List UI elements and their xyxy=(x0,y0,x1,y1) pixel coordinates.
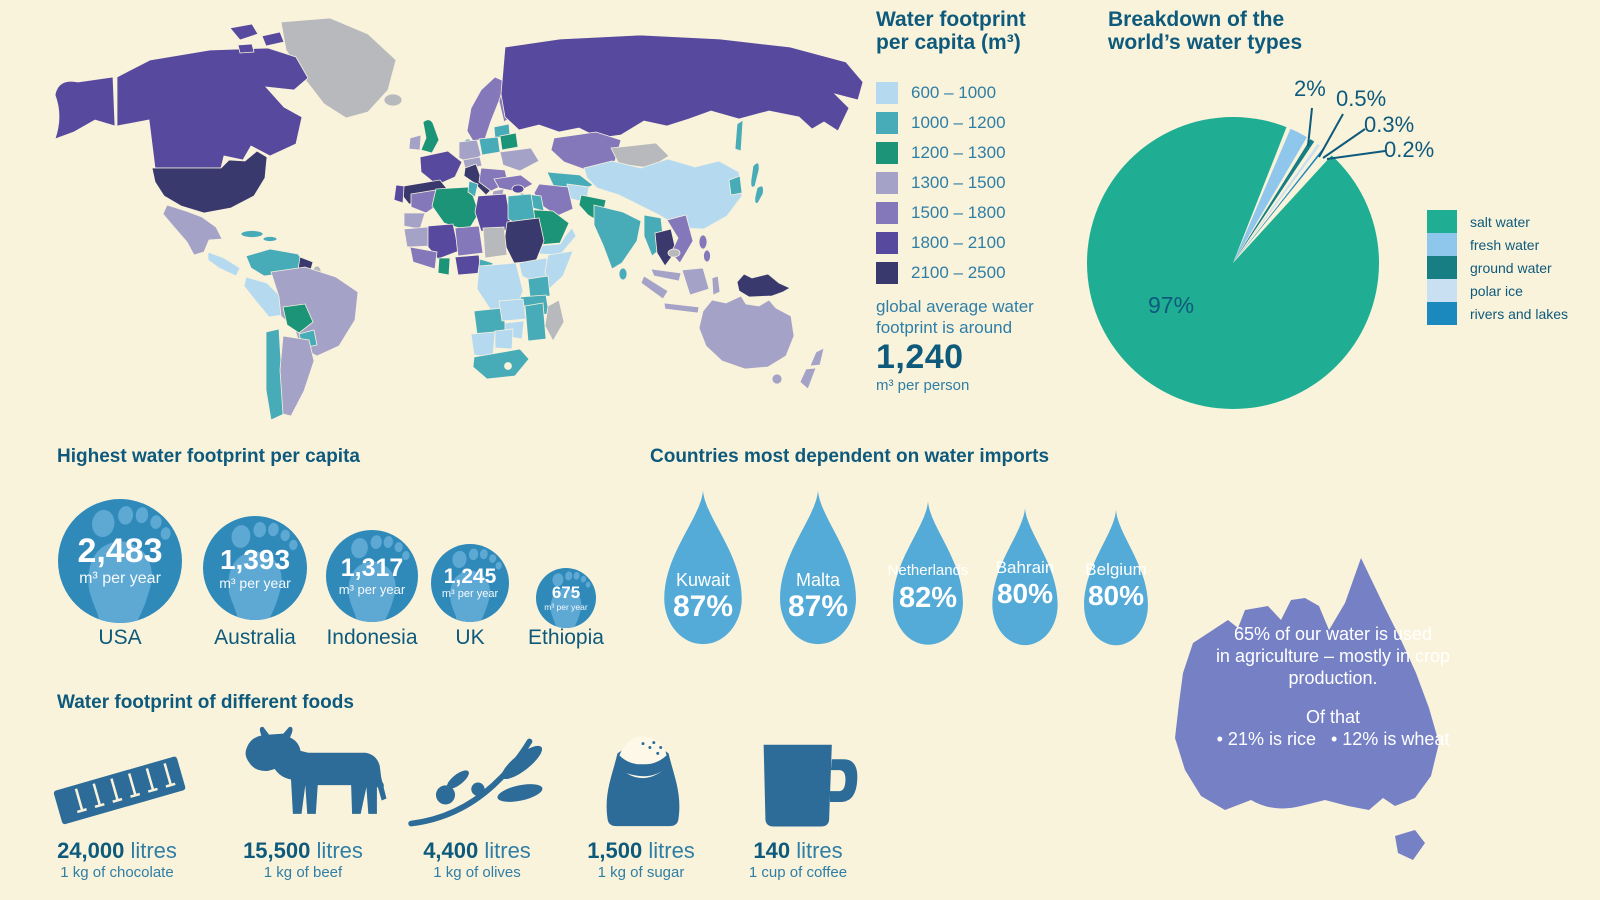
drop-kuwait: Kuwait 87% xyxy=(652,487,754,653)
map-legend-title: Water footprint per capita (m³) xyxy=(876,8,1026,55)
legend-item: 1800 – 2100 xyxy=(876,232,1096,255)
pie-callout-polar: 0.3% xyxy=(1364,112,1415,137)
food-value: 15,500 litres xyxy=(243,838,363,863)
legend-item: 2100 – 2500 xyxy=(876,262,1096,285)
footprint-country: Indonesia xyxy=(326,626,418,649)
pie-legend-swatch xyxy=(1427,233,1457,256)
pie-callout-fresh: 2% xyxy=(1294,76,1326,101)
map-legend-items: 600 – 1000 1000 – 1200 1200 – 1300 1300 … xyxy=(876,82,1096,285)
food-value: 140 litres xyxy=(753,838,843,863)
drop-belgium: Belgium 80% xyxy=(1074,507,1158,653)
sugar-sack-icon xyxy=(606,736,680,827)
footprint-country: Ethiopia xyxy=(528,626,604,649)
pie-callout-rivers: 0.2% xyxy=(1384,137,1435,162)
food-value: 4,400 litres xyxy=(423,838,531,863)
footprint-icon xyxy=(88,506,171,623)
pie-legend: salt water fresh water ground water pola… xyxy=(1427,210,1568,325)
legend-item: 1500 – 1800 xyxy=(876,202,1096,225)
tasmania-shape xyxy=(1395,830,1425,860)
footprint-circle-uk: 1,245 m³ per year xyxy=(431,544,509,622)
callout-line-03pct xyxy=(1322,128,1366,159)
world-choropleth-map xyxy=(54,17,864,421)
pie-label-97: 97% xyxy=(1148,292,1195,318)
pie-legend-item: ground water xyxy=(1427,256,1568,279)
pie-legend-swatch xyxy=(1427,210,1457,233)
footprint-circle-indonesia: 1,317 m³ per year xyxy=(326,530,418,622)
callout-line-2pct xyxy=(1307,107,1313,147)
water-types-pie-chart xyxy=(1087,107,1386,409)
global-average-note: global average water footprint is around xyxy=(876,297,1034,338)
pie-title: Breakdown of the world’s water types xyxy=(1108,8,1303,55)
footprint-icon xyxy=(450,548,502,622)
legend-item: 600 – 1000 xyxy=(876,82,1096,105)
footprint-country: UK xyxy=(455,626,485,649)
pie-legend-item: fresh water xyxy=(1427,233,1568,256)
water-drop-icon xyxy=(664,490,742,645)
callout-line-02pct xyxy=(1326,150,1386,160)
footprint-circle-ethiopia: 675 m³ per year xyxy=(536,568,596,628)
legend-swatch xyxy=(876,142,898,165)
drop-malta: Malta 87% xyxy=(768,487,868,653)
water-drop-icon xyxy=(1084,509,1148,646)
pie-legend-item: polar ice xyxy=(1427,279,1568,302)
pie-legend-swatch xyxy=(1427,279,1457,302)
footprints-title: Highest water footprint per capita xyxy=(57,446,360,467)
legend-swatch xyxy=(876,232,898,255)
food-label: 1 kg of beef xyxy=(263,864,343,881)
map-legend: Water footprint per capita (m³) 600 – 10… xyxy=(876,8,1096,394)
footprint-icon xyxy=(550,571,591,628)
australia-of-that: Of that • 21% is rice • 12% is wheat xyxy=(1216,707,1450,749)
footprint-country: USA xyxy=(98,626,142,649)
foods-title: Water footprint of different foods xyxy=(57,692,354,713)
legend-item: 1300 – 1500 xyxy=(876,172,1096,195)
food-label: 1 kg of sugar xyxy=(597,864,685,881)
global-average-unit: m³ per person xyxy=(876,377,970,395)
footprint-country: Australia xyxy=(214,626,296,649)
footprint-circle-usa: 2,483 m³ per year xyxy=(58,499,182,623)
legend-swatch xyxy=(876,172,898,195)
water-drop-icon xyxy=(992,507,1058,646)
legend-swatch xyxy=(876,262,898,285)
legend-swatch xyxy=(876,202,898,225)
food-value: 24,000 litres xyxy=(57,838,177,863)
olive-branch-icon xyxy=(408,738,543,827)
food-value: 1,500 litres xyxy=(587,838,695,863)
pie-callout-ground: 0.5% xyxy=(1336,86,1387,111)
chocolate-bar-icon xyxy=(53,756,186,825)
australia-fact: 65% of our water is used in agriculture … xyxy=(1133,548,1533,883)
pie-legend-swatch xyxy=(1427,256,1457,279)
imports-title: Countries most dependent on water import… xyxy=(650,446,1050,467)
legend-swatch xyxy=(876,112,898,135)
footprint-icon xyxy=(348,535,410,622)
legend-item: 1000 – 1200 xyxy=(876,112,1096,135)
water-drop-icon xyxy=(780,490,856,645)
legend-swatch xyxy=(876,82,898,105)
drop-bahrain: Bahrain 80% xyxy=(982,505,1068,653)
australia-shape xyxy=(1175,558,1439,860)
drop-netherlands: Netherlands 82% xyxy=(882,498,974,653)
coffee-mug-icon xyxy=(763,744,858,827)
footprint-icon xyxy=(228,521,298,620)
australia-fact-text: 65% of our water is used in agriculture … xyxy=(1215,624,1451,688)
cow-icon xyxy=(245,726,387,814)
pie-legend-item: rivers and lakes xyxy=(1427,302,1568,325)
callout-line-05pct xyxy=(1318,113,1344,158)
food-label: 1 cup of coffee xyxy=(748,864,848,881)
pie-legend-swatch xyxy=(1427,302,1457,325)
legend-item: 1200 – 1300 xyxy=(876,142,1096,165)
food-label: 1 kg of olives xyxy=(433,864,521,881)
food-label: 1 kg of chocolate xyxy=(60,864,174,881)
footprint-circle-australia: 1,393 m³ per year xyxy=(203,516,307,620)
water-drop-icon xyxy=(893,501,963,645)
pie-legend-item: salt water xyxy=(1427,210,1568,233)
global-average-value: 1,240 xyxy=(876,338,964,377)
